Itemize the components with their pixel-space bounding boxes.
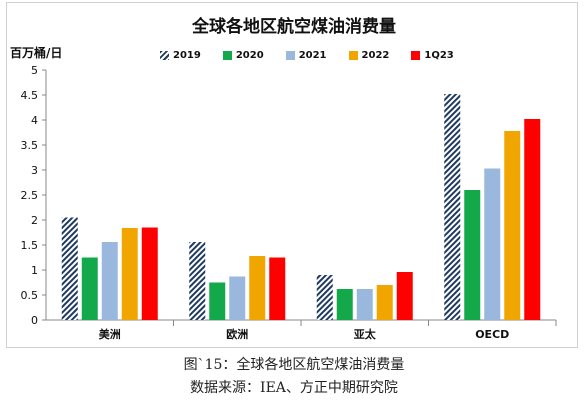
y-tick-label: 3 <box>31 164 38 177</box>
legend-swatch-2021 <box>285 51 295 60</box>
legend-swatch-1q23 <box>411 51 421 60</box>
legend-swatch-2019 <box>160 51 169 60</box>
y-tick-label: 1 <box>31 264 38 277</box>
y-tick-label: 2 <box>31 214 38 227</box>
bar-1Q23-亚太 <box>396 272 413 320</box>
bar-2021-欧洲 <box>229 276 246 320</box>
y-tick-label: 5 <box>31 64 38 77</box>
x-tick-label: 亚太 <box>354 327 377 341</box>
legend-item-1q23: 1Q23 <box>411 50 454 61</box>
legend-item-2021: 2021 <box>285 50 327 61</box>
chart-title: 全球各地区航空煤油消费量 <box>192 17 396 37</box>
y-tick-label: 1.5 <box>21 239 39 252</box>
y-tick-label: 3.5 <box>21 139 39 152</box>
bar-1Q23-OECD <box>524 119 541 320</box>
y-tick-label: 0 <box>31 314 38 327</box>
legend-item-2022: 2022 <box>348 50 390 61</box>
bar-2022-美洲 <box>121 228 138 320</box>
bar-2021-OECD <box>484 168 501 320</box>
y-tick-label: 0.5 <box>21 289 39 302</box>
x-tick-label: 欧洲 <box>226 327 248 341</box>
legend-item-2019: 2019 <box>160 50 201 61</box>
bar-1Q23-欧洲 <box>269 257 286 320</box>
chart-legend: 2019 2020 2021 2022 1Q23 <box>160 50 454 61</box>
legend-label: 1Q23 <box>424 50 454 61</box>
legend-item-2020: 2020 <box>222 50 264 61</box>
legend-label: 2020 <box>235 50 264 61</box>
bar-2022-OECD <box>504 131 521 320</box>
bar-2020-OECD <box>464 190 481 320</box>
bar-2021-美洲 <box>101 242 118 320</box>
bar-2022-亚太 <box>376 285 393 320</box>
y-axis-unit-label: 百万桶/日 <box>10 46 63 60</box>
y-tick-label: 2.5 <box>21 189 39 202</box>
legend-label: 2022 <box>361 50 390 61</box>
source-note: 数据来源：IEA、方正中期研究院 <box>190 380 398 396</box>
x-tick-label: OECD <box>475 328 509 341</box>
y-tick-label: 4 <box>31 114 38 127</box>
legend-label: 2021 <box>298 50 327 61</box>
bar-2020-亚太 <box>336 289 353 320</box>
bar-2019-亚太 <box>316 275 333 320</box>
legend-label: 2019 <box>173 50 201 61</box>
y-tick-label: 4.5 <box>21 89 39 102</box>
bar-2019-OECD <box>444 94 461 320</box>
bar-2020-欧洲 <box>209 282 226 320</box>
bar-1Q23-美洲 <box>141 227 158 320</box>
bar-2021-亚太 <box>356 289 373 320</box>
bar-2022-欧洲 <box>249 256 266 320</box>
x-tick-label: 美洲 <box>99 327 121 341</box>
legend-swatch-2020 <box>222 51 232 60</box>
bar-2020-美洲 <box>81 257 98 320</box>
bar-2019-欧洲 <box>189 242 206 320</box>
figure-caption: 图`15：全球各地区航空煤油消费量 <box>183 357 405 373</box>
legend-swatch-2022 <box>348 51 358 60</box>
chart-plot: 0 0.5 1 1.5 2 2.5 3 3.5 4 4.5 5 美洲 欧洲 亚太 OECD <box>21 64 557 341</box>
bar-2019-美洲 <box>61 217 78 320</box>
